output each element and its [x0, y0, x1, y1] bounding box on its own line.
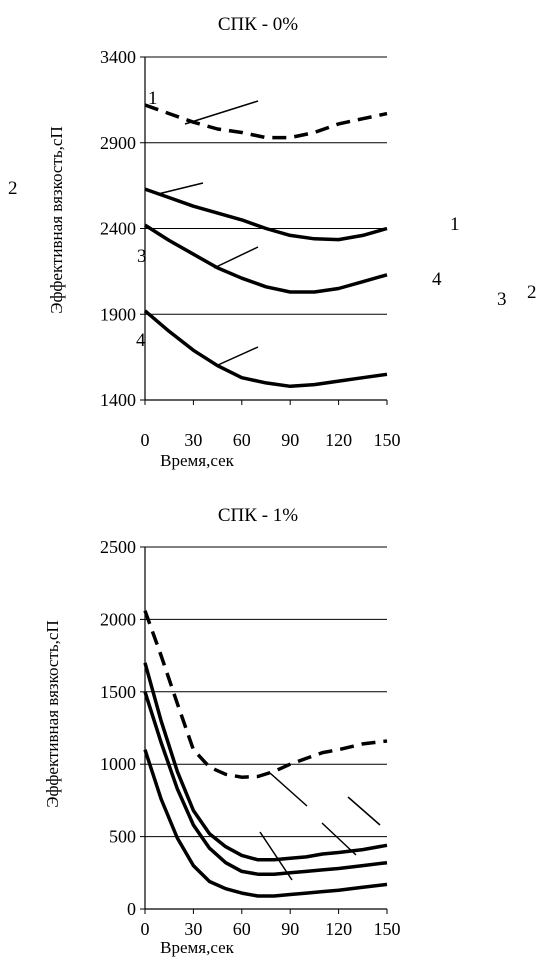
label-1-left: 1 — [148, 88, 158, 109]
leader-line-1 — [184, 100, 259, 125]
x-tick-labels: 0 30 60 90 120 150 — [141, 919, 401, 939]
chart-spk-1: СПК - 1% 0 500 1000 1500 2000 2500 0 30 60 90 120… — [43, 505, 401, 957]
series-line-3 — [143, 691, 388, 876]
leader-line-4 — [217, 346, 259, 366]
leader-line-3 — [321, 822, 357, 856]
label-4-right: 4 — [432, 269, 442, 290]
leader-line-3 — [213, 246, 259, 269]
x-tick-label: 30 — [184, 919, 202, 939]
leader-line-2 — [347, 796, 381, 826]
x-tick-label: 0 — [141, 919, 150, 939]
axes — [144, 57, 388, 405]
grid-lines — [140, 546, 387, 910]
y-tick-label: 2000 — [100, 609, 136, 629]
series-line-4 — [143, 749, 388, 898]
y-tick-label: 3400 — [100, 47, 136, 67]
y-tick-labels: 0 500 1000 1500 2000 2500 — [100, 537, 136, 919]
chart-title: СПК - 0% — [218, 14, 298, 35]
series-line-1 — [144, 103, 388, 140]
x-tick-label: 90 — [281, 430, 299, 450]
series-line-2 — [144, 187, 388, 242]
series-lines — [143, 103, 388, 389]
label-4-left: 4 — [136, 330, 146, 351]
y-axis-label: Эффективная вязкость,сП — [43, 620, 62, 807]
axes — [144, 547, 388, 914]
series-line-4 — [143, 309, 388, 389]
y-tick-label: 2900 — [100, 133, 136, 153]
chart-title: СПК - 1% — [218, 505, 298, 526]
series-line-1 — [143, 610, 388, 779]
label-3-left: 3 — [137, 246, 147, 267]
x-tick-label: 0 — [141, 430, 150, 450]
x-tick-labels: 0 30 60 90 120 150 — [141, 430, 401, 450]
label-2-left: 2 — [8, 178, 18, 199]
y-tick-label: 0 — [127, 899, 136, 919]
x-tick-label: 90 — [281, 919, 299, 939]
leader-lines — [259, 772, 381, 881]
leader-lines — [157, 100, 259, 366]
x-tick-label: 150 — [374, 919, 401, 939]
y-tick-label: 2400 — [100, 219, 136, 239]
y-tick-label: 2500 — [100, 537, 136, 557]
x-tick-label: 30 — [184, 430, 202, 450]
leader-line-1 — [269, 772, 308, 807]
label-2-right: 2 — [527, 282, 537, 303]
y-axis-label: Эффективная вязкость,сП — [47, 126, 66, 313]
y-tick-label: 1500 — [100, 682, 136, 702]
y-tick-label: 1400 — [100, 390, 136, 410]
y-tick-label: 1000 — [100, 754, 136, 774]
y-tick-label: 500 — [109, 827, 136, 847]
series-lines — [143, 610, 388, 898]
series-line-2 — [143, 662, 388, 862]
series-line-3 — [144, 223, 388, 294]
label-1-right: 1 — [450, 214, 460, 235]
x-tick-label: 120 — [325, 919, 352, 939]
x-tick-label: 150 — [374, 430, 401, 450]
x-axis-label: Время,сек — [160, 938, 235, 957]
y-tick-labels: 1400 1900 2400 2900 3400 — [100, 47, 136, 410]
chart-spk-0: СПК - 0% 1400 1900 2400 2900 3400 0 30 60 90 120… — [47, 14, 401, 470]
x-tick-label: 60 — [233, 430, 251, 450]
x-tick-label: 120 — [325, 430, 352, 450]
leader-line-4 — [259, 831, 293, 881]
y-tick-label: 1900 — [100, 304, 136, 324]
x-axis-label: Время,сек — [160, 451, 235, 470]
x-tick-label: 60 — [233, 919, 251, 939]
label-3-right: 3 — [497, 289, 507, 310]
leader-line-2 — [157, 182, 204, 195]
